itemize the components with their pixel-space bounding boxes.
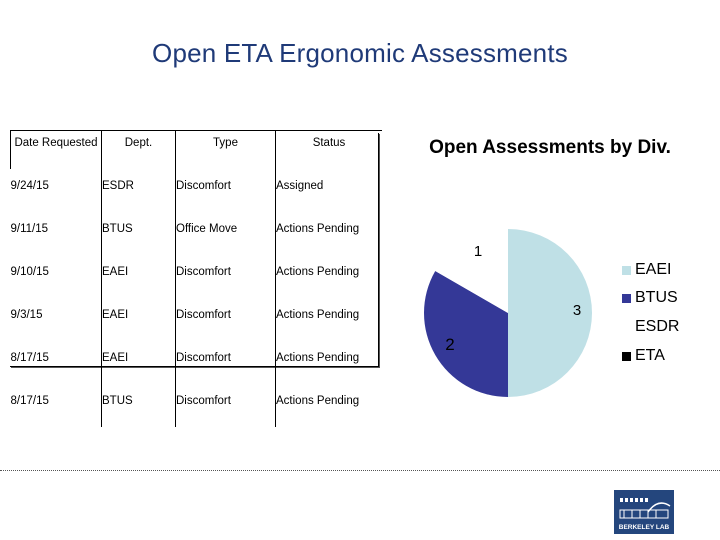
footer-divider	[0, 470, 720, 471]
legend-label-eta: ETA	[635, 347, 665, 364]
cell-date: 9/24/15	[10, 180, 49, 192]
table-row: 9/10/15 EAEI Discomfort Actions Pending	[10, 255, 382, 298]
slide-title: Open ETA Ergonomic Assessments	[152, 38, 568, 68]
assessments-table: Date Requested Dept. Type Status 9/24/15…	[10, 130, 382, 427]
cell-status: Actions Pending	[275, 384, 382, 427]
legend-swatch-eaei	[622, 266, 631, 275]
logo-text: BERKELEY LAB	[619, 524, 670, 531]
table-row: 8/17/15 BTUS Discomfort Actions Pending	[10, 384, 382, 427]
cell-type: Discomfort	[175, 384, 276, 427]
legend-label-btus: BTUS	[635, 289, 678, 306]
header-dept: Dept.	[101, 130, 176, 169]
table-row: 8/17/15 EAEI Discomfort Actions Pending	[10, 341, 382, 384]
cell-type: Discomfort	[175, 169, 276, 212]
header-type: Type	[175, 130, 276, 169]
cell-status: Actions Pending	[275, 212, 382, 255]
assessments-table-container: Date Requested Dept. Type Status 9/24/15…	[10, 130, 382, 427]
pie-data-label-esdr: 1	[474, 243, 482, 260]
legend-swatch-eta	[622, 352, 631, 361]
pie-slice-btus	[424, 271, 508, 397]
cell-date: 8/17/15	[10, 352, 49, 364]
table-row: 9/11/15 BTUS Office Move Actions Pending	[10, 212, 382, 255]
legend-label-esdr: ESDR	[635, 318, 680, 335]
cell-dept: EAEI	[101, 255, 176, 298]
cell-date: 9/3/15	[10, 309, 43, 321]
pie-slice-eaei	[508, 229, 592, 397]
table-row: 9/24/15 ESDR Discomfort Assigned	[10, 169, 382, 212]
cell-dept: EAEI	[101, 341, 176, 384]
legend-item-eta: ETA	[620, 344, 718, 370]
cell-type: Discomfort	[175, 341, 276, 384]
legend-swatch-btus	[622, 294, 631, 303]
berkeley-lab-logo: BERKELEY LAB	[614, 490, 674, 534]
chart-title: Open Assessments by Div.	[429, 137, 671, 158]
pie-data-label-btus: 2	[445, 335, 454, 354]
cell-status: Assigned	[275, 169, 382, 212]
cell-type: Office Move	[175, 212, 276, 255]
legend-item-esdr: ESDR	[620, 315, 718, 341]
cell-dept: EAEI	[101, 298, 176, 341]
pie-chart: 3 2 1	[424, 229, 592, 397]
cell-status: Actions Pending	[275, 341, 382, 384]
cell-date: 8/17/15	[10, 395, 49, 407]
legend-swatch-esdr	[622, 323, 631, 332]
cell-type: Discomfort	[175, 255, 276, 298]
pie-slice-esdr	[435, 229, 508, 313]
cell-status: Actions Pending	[275, 255, 382, 298]
pie-data-label-eaei: 3	[573, 302, 581, 319]
cell-dept: ESDR	[101, 169, 176, 212]
table-row: 9/3/15 EAEI Discomfort Actions Pending	[10, 298, 382, 341]
cell-dept: BTUS	[101, 384, 176, 427]
header-status: Status	[275, 130, 382, 169]
cell-dept: BTUS	[101, 212, 176, 255]
legend-label-eaei: EAEI	[635, 261, 672, 278]
legend-item-btus: BTUS	[620, 286, 718, 312]
table-header-row: Date Requested Dept. Type Status	[10, 130, 382, 169]
legend-item-eaei: EAEI	[620, 258, 718, 284]
header-date-requested: Date Requested	[10, 130, 102, 169]
cell-date: 9/10/15	[10, 266, 49, 278]
cell-type: Discomfort	[175, 298, 276, 341]
cell-date: 9/11/15	[10, 223, 49, 235]
cell-status: Actions Pending	[275, 298, 382, 341]
